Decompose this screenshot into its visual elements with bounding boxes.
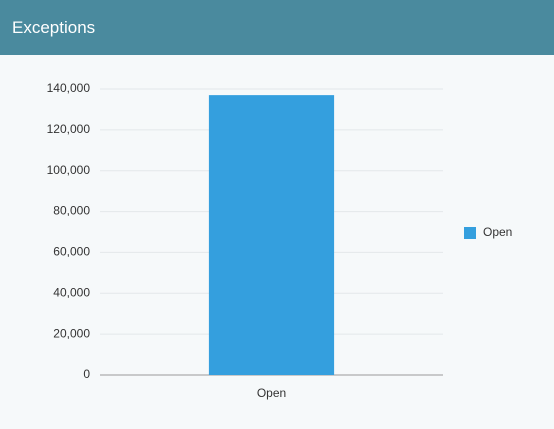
y-tick-label: 40,000: [53, 285, 90, 299]
legend-label: Open: [483, 225, 512, 239]
bar: [208, 95, 335, 375]
chart: 0 20,000 40,000 60,000 80,000 100,000 120,000 1…: [47, 81, 513, 400]
x-tick-label: Open: [257, 386, 286, 400]
y-tick-label: 100,000: [47, 163, 91, 177]
y-tick-label: 0: [83, 367, 90, 381]
y-tick-label: 20,000: [53, 326, 90, 340]
panel-title: Exceptions: [0, 0, 554, 55]
legend-swatch: [464, 227, 476, 239]
y-tick-label: 60,000: [53, 245, 90, 259]
y-tick-label: 120,000: [47, 122, 91, 136]
y-tick-label: 80,000: [53, 204, 90, 218]
y-tick-label: 140,000: [47, 81, 91, 95]
